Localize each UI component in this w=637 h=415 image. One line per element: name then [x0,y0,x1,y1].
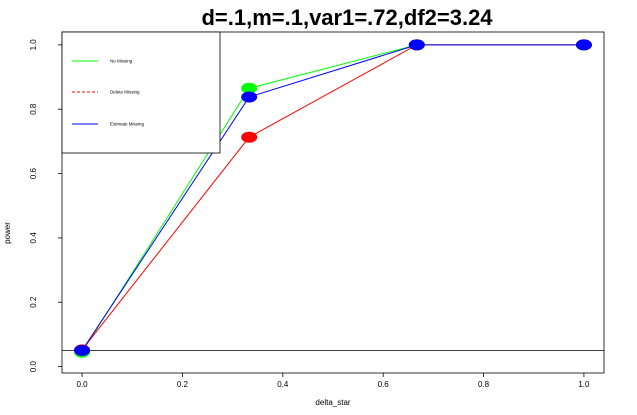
y-tick-label: 0.4 [29,232,38,244]
data-point [241,91,258,103]
legend-label: Estimate Missing [110,122,145,127]
y-tick-label: 0.0 [29,360,38,372]
x-tick-label: 1.0 [578,380,590,389]
x-tick-label: 0.6 [378,380,390,389]
x-axis-label: delta_star [315,398,350,407]
y-tick-label: 0.2 [29,296,38,308]
legend-label: No Missing [110,59,133,64]
legend-box [61,31,221,154]
y-axis: 0.0 0.2 0.4 0.6 0.8 1.0 [29,39,62,372]
chart-title: d=.1,m=.1,var1=.72,df2=3.24 [201,5,493,30]
x-tick-label: 0.2 [177,380,189,389]
x-tick-label: 0.0 [77,380,89,389]
y-tick-label: 0.6 [29,167,38,179]
data-point [241,131,258,143]
plot-frame [61,31,605,374]
data-point [74,344,91,356]
data-point [408,39,425,51]
x-tick-label: 0.8 [478,380,490,389]
data-point [575,39,592,51]
series-layer [74,39,592,358]
x-axis: 0.0 0.2 0.4 0.6 0.8 1.0 [77,373,590,389]
data-point [241,82,258,94]
y-tick-label: 0.8 [29,103,38,115]
legend-label: Delete Missing [110,90,140,95]
legend: No Missing Delete Missing Estimate Missing [61,31,221,154]
x-tick-label: 0.4 [277,380,289,389]
y-axis-label: power [3,222,12,244]
y-tick-label: 1.0 [29,39,38,51]
series-line [81,44,584,351]
